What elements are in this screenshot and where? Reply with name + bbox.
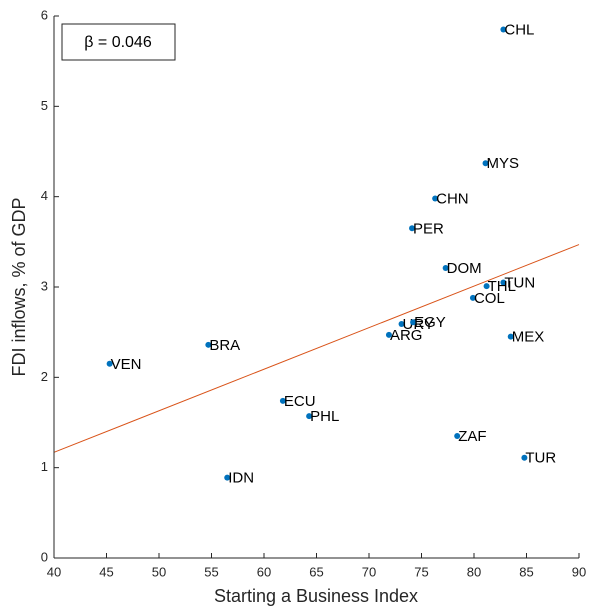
point-label: IDN xyxy=(228,470,254,487)
point xyxy=(205,341,212,348)
x-tick-label: 90 xyxy=(572,564,586,579)
point-label: MYS xyxy=(487,155,520,172)
point xyxy=(432,195,439,202)
y-tick-label: 0 xyxy=(41,549,48,564)
fit-line xyxy=(53,244,580,453)
x-tick-label: 50 xyxy=(152,564,166,579)
point-label: TUR xyxy=(525,450,556,467)
annotation-box xyxy=(61,23,176,61)
y-tick-label: 5 xyxy=(41,98,48,113)
point xyxy=(500,279,507,286)
x-tick-label: 40 xyxy=(47,564,61,579)
y-tick-label: 6 xyxy=(41,7,48,22)
point xyxy=(306,413,313,420)
point xyxy=(410,319,417,326)
point xyxy=(482,160,489,167)
point-label: TUN xyxy=(504,274,535,291)
y-tick-label: 4 xyxy=(41,188,48,203)
point-label: VEN xyxy=(111,356,142,373)
x-axis-label: Starting a Business Index xyxy=(214,586,418,606)
point xyxy=(385,331,392,338)
y-axis-label: FDI inflows, % of GDP xyxy=(9,197,29,376)
point-label: ZAF xyxy=(458,428,486,445)
point-label: URY xyxy=(403,316,434,333)
point xyxy=(279,397,286,404)
point-label: THL xyxy=(488,278,516,295)
point xyxy=(507,333,514,340)
x-tick-label: 45 xyxy=(99,564,113,579)
x-tick-label: 60 xyxy=(257,564,271,579)
y-tick-label: 2 xyxy=(41,369,48,384)
point-label: BRA xyxy=(209,337,240,354)
point-label: DOM xyxy=(447,260,482,277)
point xyxy=(442,265,449,272)
x-tick-label: 55 xyxy=(204,564,218,579)
annotation: β = 0.046 xyxy=(84,34,152,51)
x-tick-label: 80 xyxy=(467,564,481,579)
point xyxy=(409,225,416,232)
point xyxy=(106,360,113,367)
x-tick-label: 85 xyxy=(519,564,533,579)
point xyxy=(398,321,405,328)
point-label: PER xyxy=(413,220,444,237)
y-tick-label: 1 xyxy=(41,459,48,474)
point-label: EGY xyxy=(414,314,446,331)
y-tick-label: 3 xyxy=(41,278,48,293)
point xyxy=(483,283,490,290)
point xyxy=(469,294,476,301)
point-label: MEX xyxy=(512,329,545,346)
point-label: PHL xyxy=(310,408,339,425)
point-label: COL xyxy=(474,290,505,307)
point xyxy=(500,26,507,33)
x-tick-label: 70 xyxy=(362,564,376,579)
point-label: ARG xyxy=(390,327,423,344)
point xyxy=(454,433,461,440)
x-tick-label: 75 xyxy=(414,564,428,579)
point-label: CHL xyxy=(504,22,534,39)
point-label: CHN xyxy=(436,190,469,207)
point xyxy=(224,474,231,481)
point xyxy=(521,454,528,461)
point-label: ECU xyxy=(284,393,316,410)
x-tick-label: 65 xyxy=(309,564,323,579)
